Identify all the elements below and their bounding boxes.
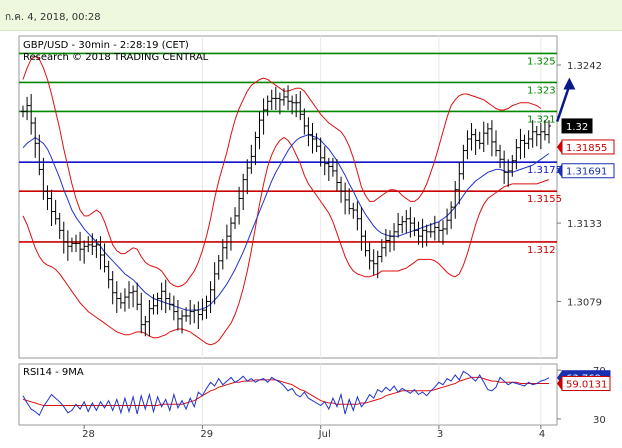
price-panel <box>18 35 558 359</box>
upper-band-series <box>22 55 542 288</box>
y-tick-label: 1.3079 <box>567 297 602 308</box>
rsi-badge-pointer <box>557 376 562 391</box>
timestamp: ก.ค. 4, 2018, 00:28 <box>5 12 101 23</box>
y-tick-label: 1.3133 <box>567 219 602 230</box>
price-badge-label: 1.31691 <box>566 167 607 178</box>
price-badge-label: 1.32 <box>566 122 588 133</box>
rsi-badge <box>561 376 611 392</box>
price-badge-pointer <box>557 163 562 178</box>
x-tick-label: 4 <box>539 429 545 440</box>
chart-subtitle: Research © 2018 TRADING CENTRAL <box>23 52 209 63</box>
price-badge <box>561 163 615 179</box>
x-tick-label: 3 <box>437 429 443 440</box>
price-bars <box>21 85 551 337</box>
moving-average-series <box>22 134 550 311</box>
price-badge-label: 1.31855 <box>566 143 607 154</box>
level-label: 1.3155 <box>527 194 562 205</box>
chart-title: GBP/USD - 30min - 2:28:19 (CET) <box>23 40 189 51</box>
header-bar: ก.ค. 4, 2018, 00:28 <box>0 0 622 31</box>
rsi-series <box>22 370 550 417</box>
x-tick-label: Jul <box>318 429 331 440</box>
price-badge-pointer <box>557 139 562 154</box>
level-label: 1.312 <box>527 245 556 256</box>
price-badge <box>561 118 593 134</box>
rsi-title: RSI14 - 9MA <box>23 367 84 378</box>
level-label: 1.325 <box>527 56 556 67</box>
x-tick-label: 29 <box>200 429 213 440</box>
forecast-arrow <box>555 85 571 122</box>
level-label: 1.321 <box>527 114 556 125</box>
x-tick-label: 28 <box>82 429 95 440</box>
rsi-panel <box>18 363 558 426</box>
level-label: 1.3175 <box>527 165 562 176</box>
rsi-tick-label: 30 <box>593 415 606 426</box>
level-label: 1.323 <box>527 85 556 96</box>
rsi-badge-label: 59.0131 <box>566 380 607 391</box>
price-badge <box>561 139 615 155</box>
forecast-arrowhead <box>563 77 576 90</box>
lower-band-series <box>22 136 550 346</box>
y-tick-label: 1.3242 <box>567 61 602 72</box>
